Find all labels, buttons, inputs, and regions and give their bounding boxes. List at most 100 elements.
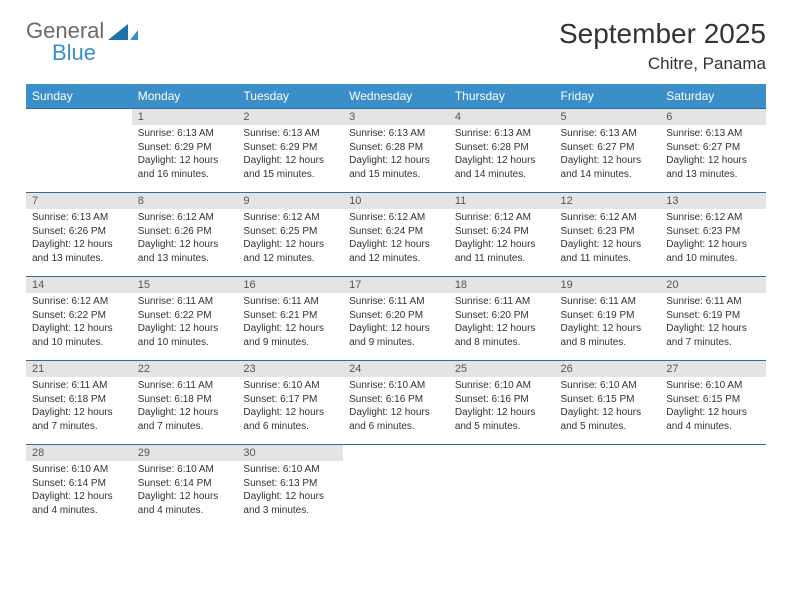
day-number: 15 — [132, 277, 238, 293]
day-number: 20 — [660, 277, 766, 293]
daylight-text: Daylight: 12 hours — [138, 490, 232, 504]
day-body: Sunrise: 6:10 AMSunset: 6:13 PMDaylight:… — [237, 461, 343, 521]
calendar-cell: 4Sunrise: 6:13 AMSunset: 6:28 PMDaylight… — [449, 109, 555, 193]
calendar-row: 28Sunrise: 6:10 AMSunset: 6:14 PMDayligh… — [26, 445, 766, 529]
daylight-text: Daylight: 12 hours — [243, 238, 337, 252]
calendar-cell — [26, 109, 132, 193]
sunrise-text: Sunrise: 6:12 AM — [666, 211, 760, 225]
sunset-text: Sunset: 6:16 PM — [455, 393, 549, 407]
sunrise-text: Sunrise: 6:10 AM — [138, 463, 232, 477]
sunset-text: Sunset: 6:19 PM — [666, 309, 760, 323]
daylight-text: and 12 minutes. — [243, 252, 337, 266]
day-number: 30 — [237, 445, 343, 461]
sunset-text: Sunset: 6:26 PM — [138, 225, 232, 239]
calendar-cell: 22Sunrise: 6:11 AMSunset: 6:18 PMDayligh… — [132, 361, 238, 445]
calendar-cell: 30Sunrise: 6:10 AMSunset: 6:13 PMDayligh… — [237, 445, 343, 529]
day-body: Sunrise: 6:11 AMSunset: 6:18 PMDaylight:… — [132, 377, 238, 437]
daylight-text: Daylight: 12 hours — [138, 154, 232, 168]
calendar-cell — [555, 445, 661, 529]
day-number: 1 — [132, 109, 238, 125]
logo-sail-icon — [108, 24, 138, 42]
daylight-text: Daylight: 12 hours — [666, 406, 760, 420]
sunset-text: Sunset: 6:28 PM — [349, 141, 443, 155]
weekday-header: Wednesday — [343, 84, 449, 109]
calendar-cell — [660, 445, 766, 529]
calendar-cell: 25Sunrise: 6:10 AMSunset: 6:16 PMDayligh… — [449, 361, 555, 445]
day-number: 26 — [555, 361, 661, 377]
day-number: 12 — [555, 193, 661, 209]
daylight-text: Daylight: 12 hours — [561, 406, 655, 420]
daylight-text: and 12 minutes. — [349, 252, 443, 266]
daylight-text: and 9 minutes. — [243, 336, 337, 350]
day-body: Sunrise: 6:12 AMSunset: 6:23 PMDaylight:… — [555, 209, 661, 269]
calendar-cell — [343, 445, 449, 529]
daylight-text: Daylight: 12 hours — [561, 238, 655, 252]
sunrise-text: Sunrise: 6:13 AM — [561, 127, 655, 141]
weekday-header-row: Sunday Monday Tuesday Wednesday Thursday… — [26, 84, 766, 109]
weekday-header: Friday — [555, 84, 661, 109]
day-number: 10 — [343, 193, 449, 209]
calendar-cell: 16Sunrise: 6:11 AMSunset: 6:21 PMDayligh… — [237, 277, 343, 361]
daylight-text: Daylight: 12 hours — [32, 490, 126, 504]
daylight-text: Daylight: 12 hours — [455, 406, 549, 420]
daylight-text: Daylight: 12 hours — [561, 154, 655, 168]
calendar-cell: 9Sunrise: 6:12 AMSunset: 6:25 PMDaylight… — [237, 193, 343, 277]
sunset-text: Sunset: 6:14 PM — [32, 477, 126, 491]
daylight-text: and 4 minutes. — [138, 504, 232, 518]
day-body: Sunrise: 6:10 AMSunset: 6:14 PMDaylight:… — [26, 461, 132, 521]
sunrise-text: Sunrise: 6:10 AM — [243, 379, 337, 393]
day-number: 4 — [449, 109, 555, 125]
day-body: Sunrise: 6:11 AMSunset: 6:19 PMDaylight:… — [660, 293, 766, 353]
day-number: 17 — [343, 277, 449, 293]
calendar-cell: 29Sunrise: 6:10 AMSunset: 6:14 PMDayligh… — [132, 445, 238, 529]
calendar-cell: 3Sunrise: 6:13 AMSunset: 6:28 PMDaylight… — [343, 109, 449, 193]
calendar-cell: 24Sunrise: 6:10 AMSunset: 6:16 PMDayligh… — [343, 361, 449, 445]
daylight-text: and 7 minutes. — [666, 336, 760, 350]
sunrise-text: Sunrise: 6:13 AM — [243, 127, 337, 141]
sunset-text: Sunset: 6:29 PM — [243, 141, 337, 155]
sunset-text: Sunset: 6:24 PM — [349, 225, 443, 239]
weekday-header: Tuesday — [237, 84, 343, 109]
calendar-cell: 10Sunrise: 6:12 AMSunset: 6:24 PMDayligh… — [343, 193, 449, 277]
sunset-text: Sunset: 6:18 PM — [32, 393, 126, 407]
sunrise-text: Sunrise: 6:11 AM — [32, 379, 126, 393]
sunrise-text: Sunrise: 6:10 AM — [32, 463, 126, 477]
daylight-text: Daylight: 12 hours — [666, 238, 760, 252]
daylight-text: Daylight: 12 hours — [138, 322, 232, 336]
daylight-text: and 5 minutes. — [455, 420, 549, 434]
daylight-text: Daylight: 12 hours — [32, 406, 126, 420]
weekday-header: Thursday — [449, 84, 555, 109]
day-number: 8 — [132, 193, 238, 209]
sunset-text: Sunset: 6:20 PM — [455, 309, 549, 323]
day-number: 2 — [237, 109, 343, 125]
daylight-text: Daylight: 12 hours — [138, 406, 232, 420]
day-number: 7 — [26, 193, 132, 209]
calendar-cell: 1Sunrise: 6:13 AMSunset: 6:29 PMDaylight… — [132, 109, 238, 193]
day-body: Sunrise: 6:13 AMSunset: 6:28 PMDaylight:… — [343, 125, 449, 185]
header: General Blue September 2025 Chitre, Pana… — [26, 18, 766, 74]
calendar-cell: 15Sunrise: 6:11 AMSunset: 6:22 PMDayligh… — [132, 277, 238, 361]
sunset-text: Sunset: 6:27 PM — [666, 141, 760, 155]
sunrise-text: Sunrise: 6:10 AM — [243, 463, 337, 477]
sunrise-text: Sunrise: 6:10 AM — [349, 379, 443, 393]
location: Chitre, Panama — [559, 54, 766, 74]
daylight-text: Daylight: 12 hours — [349, 406, 443, 420]
day-number: 27 — [660, 361, 766, 377]
sunset-text: Sunset: 6:20 PM — [349, 309, 443, 323]
daylight-text: and 9 minutes. — [349, 336, 443, 350]
sunrise-text: Sunrise: 6:12 AM — [561, 211, 655, 225]
sunrise-text: Sunrise: 6:13 AM — [32, 211, 126, 225]
day-body: Sunrise: 6:13 AMSunset: 6:27 PMDaylight:… — [660, 125, 766, 185]
daylight-text: and 13 minutes. — [666, 168, 760, 182]
weekday-header: Saturday — [660, 84, 766, 109]
sunrise-text: Sunrise: 6:10 AM — [666, 379, 760, 393]
daylight-text: Daylight: 12 hours — [349, 154, 443, 168]
title-block: September 2025 Chitre, Panama — [559, 18, 766, 74]
day-number: 16 — [237, 277, 343, 293]
sunset-text: Sunset: 6:16 PM — [349, 393, 443, 407]
sunrise-text: Sunrise: 6:11 AM — [349, 295, 443, 309]
day-body: Sunrise: 6:12 AMSunset: 6:24 PMDaylight:… — [343, 209, 449, 269]
sunset-text: Sunset: 6:15 PM — [561, 393, 655, 407]
daylight-text: and 16 minutes. — [138, 168, 232, 182]
day-number: 13 — [660, 193, 766, 209]
